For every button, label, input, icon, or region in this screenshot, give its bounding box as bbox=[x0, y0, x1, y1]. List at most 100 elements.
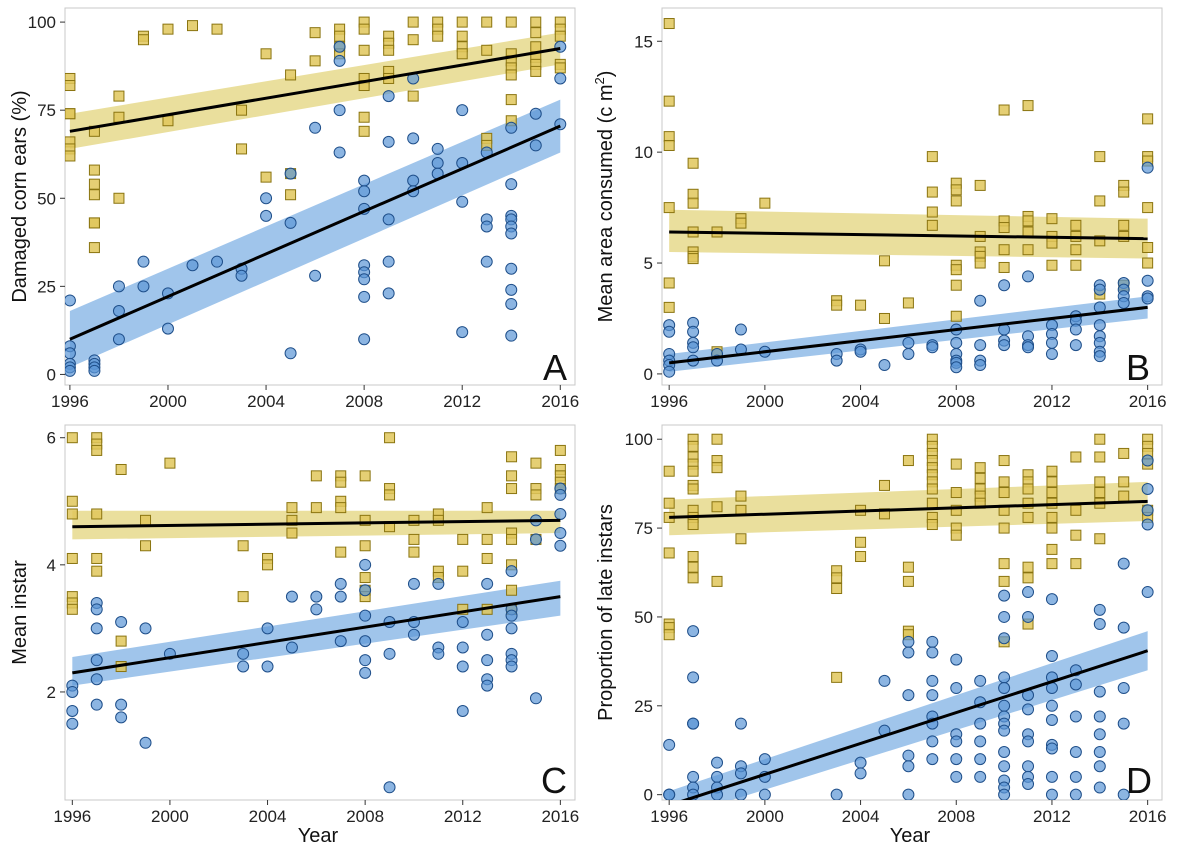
data-point-circle bbox=[1045, 699, 1058, 712]
data-point-square bbox=[1094, 433, 1106, 445]
data-point-square bbox=[1046, 237, 1058, 249]
data-point-square bbox=[286, 502, 298, 514]
data-point-circle bbox=[998, 610, 1011, 623]
data-point-circle bbox=[456, 326, 469, 339]
data-point-circle bbox=[261, 660, 274, 673]
data-point-circle bbox=[383, 647, 396, 660]
data-point-square bbox=[1118, 186, 1130, 198]
data-point-square bbox=[998, 476, 1010, 488]
data-point-square bbox=[735, 217, 747, 229]
data-point-square bbox=[926, 151, 938, 163]
data-point-circle bbox=[407, 628, 420, 641]
x-tick-label: 2016 bbox=[541, 807, 579, 826]
data-point-square bbox=[137, 34, 149, 46]
data-point-square bbox=[481, 16, 493, 28]
data-point-square bbox=[998, 244, 1010, 256]
data-point-square bbox=[1022, 572, 1034, 584]
data-point-circle bbox=[505, 283, 518, 296]
data-point-square bbox=[663, 202, 675, 214]
data-point-circle bbox=[529, 533, 542, 546]
data-point-circle bbox=[974, 735, 987, 748]
data-point-circle bbox=[926, 646, 939, 659]
data-point-circle bbox=[1093, 710, 1106, 723]
data-point-circle bbox=[1093, 603, 1106, 616]
data-point-circle bbox=[1045, 714, 1058, 727]
data-point-square bbox=[113, 111, 125, 123]
blue-trend-line bbox=[669, 305, 1148, 365]
y-tick-label: 100 bbox=[625, 430, 653, 449]
data-point-square bbox=[902, 575, 914, 587]
data-point-square bbox=[530, 457, 542, 469]
data-point-circle bbox=[950, 653, 963, 666]
data-point-circle bbox=[359, 666, 372, 679]
data-point-circle bbox=[284, 347, 297, 360]
data-point-square bbox=[359, 540, 371, 552]
data-point-circle bbox=[554, 507, 567, 520]
data-point-circle bbox=[480, 255, 493, 268]
data-point-circle bbox=[382, 135, 395, 148]
data-point-square bbox=[236, 143, 248, 155]
data-point-square bbox=[1022, 511, 1034, 523]
data-point-circle bbox=[1022, 760, 1035, 773]
data-point-square bbox=[383, 44, 395, 56]
data-point-square bbox=[1142, 202, 1154, 214]
data-point-circle bbox=[554, 488, 567, 501]
data-point-circle bbox=[974, 717, 987, 730]
data-point-circle bbox=[88, 364, 101, 377]
data-point-circle bbox=[358, 174, 371, 187]
data-point-circle bbox=[830, 788, 843, 800]
data-point-circle bbox=[687, 770, 700, 783]
data-point-square bbox=[286, 514, 298, 526]
data-point-circle bbox=[505, 609, 518, 622]
data-point-circle bbox=[1022, 610, 1035, 623]
data-point-square bbox=[998, 487, 1010, 499]
data-point-square bbox=[506, 483, 518, 495]
y-tick-label: 2 bbox=[47, 683, 56, 702]
data-point-square bbox=[1094, 235, 1106, 247]
data-point-square bbox=[926, 497, 938, 509]
data-point-square bbox=[831, 583, 843, 595]
data-point-square bbox=[358, 23, 370, 35]
y-tick-label: 0 bbox=[644, 365, 653, 384]
data-point-circle bbox=[687, 717, 700, 730]
data-point-circle bbox=[66, 705, 79, 718]
data-point-square bbox=[554, 30, 566, 42]
data-point-circle bbox=[382, 255, 395, 268]
data-point-circle bbox=[830, 354, 843, 367]
data-point-circle bbox=[505, 227, 518, 240]
data-point-square bbox=[211, 23, 223, 35]
data-point-square bbox=[457, 533, 469, 545]
data-point-square bbox=[974, 472, 986, 484]
yellow-trend-line bbox=[669, 499, 1148, 519]
data-point-square bbox=[91, 444, 103, 456]
data-point-square bbox=[950, 458, 962, 470]
yellow-trend-line bbox=[69, 47, 561, 133]
data-point-circle bbox=[1093, 728, 1106, 741]
data-point-circle bbox=[998, 682, 1011, 695]
data-point-square bbox=[457, 603, 469, 615]
data-point-circle bbox=[687, 325, 700, 338]
y-tick-label: 25 bbox=[37, 277, 56, 296]
data-point-square bbox=[1094, 533, 1106, 545]
data-point-circle bbox=[90, 673, 103, 686]
data-point-circle bbox=[1093, 319, 1106, 332]
data-point-square bbox=[260, 48, 272, 60]
data-point-circle bbox=[359, 654, 372, 667]
y-tick-label: 25 bbox=[634, 697, 653, 716]
data-point-circle bbox=[358, 273, 371, 286]
panel-label: C bbox=[541, 760, 567, 801]
plot-area bbox=[66, 432, 567, 794]
x-tick-label: 2008 bbox=[346, 807, 384, 826]
data-point-square bbox=[505, 69, 517, 81]
data-point-circle bbox=[261, 622, 274, 635]
y-axis-label: Damaged corn ears (%) bbox=[9, 90, 31, 302]
data-point-circle bbox=[1093, 685, 1106, 698]
data-point-circle bbox=[554, 527, 567, 540]
data-point-square bbox=[735, 490, 747, 502]
data-point-circle bbox=[383, 781, 396, 794]
data-point-square bbox=[384, 432, 396, 444]
data-point-circle bbox=[1093, 760, 1106, 773]
data-point-circle bbox=[926, 689, 939, 702]
y-tick-label: 75 bbox=[37, 101, 56, 120]
data-point-square bbox=[998, 222, 1010, 234]
